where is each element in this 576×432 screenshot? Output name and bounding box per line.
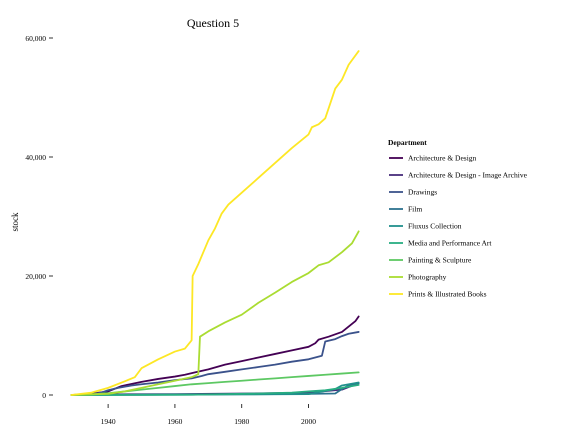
x-tick-label: 2000	[301, 417, 316, 426]
y-tick-label: 60,000	[25, 34, 46, 43]
y-tick-label: 0	[42, 391, 46, 400]
chart-title: Question 5	[187, 16, 239, 30]
legend-label: Painting & Sculpture	[408, 256, 472, 265]
legend-title: Department	[388, 138, 427, 147]
legend-label: Drawings	[408, 188, 437, 197]
legend-item-photography: Photography	[389, 273, 447, 282]
y-axis: 0 20,000 40,000 60,000	[25, 34, 53, 400]
series-line-photography	[71, 231, 358, 395]
legend-label: Prints & Illustrated Books	[408, 290, 487, 299]
y-tick-label: 20,000	[25, 272, 46, 281]
legend-label: Media and Performance Art	[408, 239, 492, 248]
y-axis-label: stock	[10, 212, 20, 231]
legend-item-drawings: Drawings	[389, 188, 437, 197]
legend-item-painting-sculpture: Painting & Sculpture	[389, 256, 472, 265]
x-axis: 1940 1960 1980 2000	[101, 404, 317, 426]
legend-item-architecture-design: Architecture & Design	[389, 154, 477, 163]
legend-item-fluxus-collection: Fluxus Collection	[389, 222, 462, 231]
legend-item-film: Film	[389, 205, 422, 214]
legend: Department Architecture & Design Architec…	[388, 138, 528, 299]
legend-label: Architecture & Design - Image Archive	[408, 171, 528, 180]
legend-label: Fluxus Collection	[408, 222, 462, 231]
legend-item-architecture-design-image-archive: Architecture & Design - Image Archive	[389, 171, 528, 180]
y-tick-label: 40,000	[25, 153, 46, 162]
legend-label: Film	[408, 205, 422, 214]
legend-item-prints-illustrated-books: Prints & Illustrated Books	[389, 290, 487, 299]
legend-label: Architecture & Design	[408, 154, 477, 163]
legend-label: Photography	[408, 273, 447, 282]
legend-item-media-and-performance-art: Media and Performance Art	[389, 239, 492, 248]
series-group	[71, 51, 358, 395]
x-tick-label: 1980	[234, 417, 249, 426]
x-tick-label: 1960	[167, 417, 182, 426]
x-tick-label: 1940	[101, 417, 116, 426]
